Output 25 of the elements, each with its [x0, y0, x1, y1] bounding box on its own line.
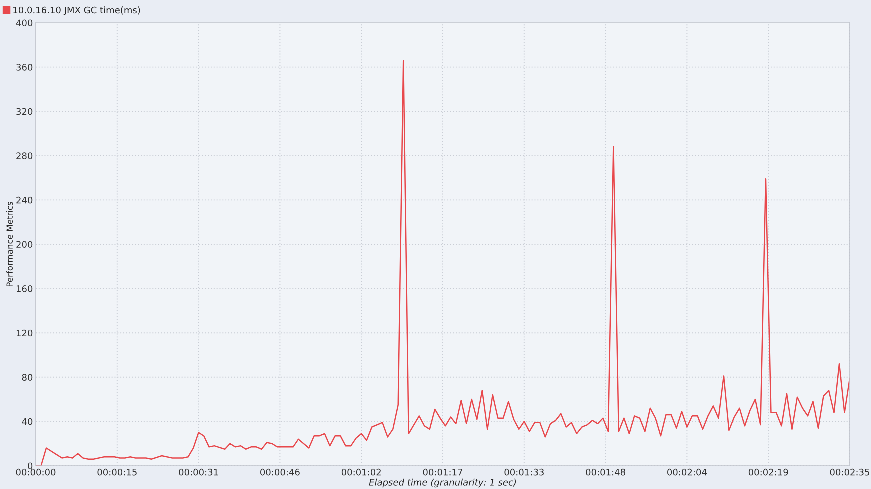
x-tick-label: 00:01:02 — [342, 468, 381, 476]
y-tick-label: 240 — [16, 196, 33, 204]
y-tick-label: 320 — [16, 108, 33, 116]
x-axis-title: Elapsed time (granularity: 1 sec) — [369, 478, 516, 488]
x-tick-label: 00:00:46 — [260, 468, 300, 476]
x-tick-label: 00:00:15 — [98, 468, 137, 476]
y-tick-label: 400 — [16, 20, 33, 27]
y-tick-label: 120 — [16, 330, 33, 337]
x-tick-label: 00:02:19 — [748, 468, 788, 476]
x-tick-label: 00:02:04 — [668, 468, 707, 476]
y-tick-label: 160 — [16, 286, 33, 292]
y-tick-label: 280 — [16, 152, 33, 160]
y-tick-label: 40 — [22, 418, 33, 426]
y-tick-label: 80 — [22, 374, 33, 381]
x-tick-label: 00:00:00 — [16, 468, 56, 476]
legend-label: 10.0.16.10 JMX GC time(ms) — [14, 6, 140, 16]
x-tick-label: 00:01:48 — [586, 468, 626, 476]
x-tick-label: 00:01:33 — [504, 468, 544, 476]
y-axis-title: Performance Metrics — [6, 202, 13, 287]
y-tick-label: 0 — [28, 462, 33, 470]
y-tick-label: 360 — [16, 64, 33, 71]
x-tick-label: 00:01:17 — [423, 468, 462, 476]
x-tick-label: 00:00:31 — [179, 468, 218, 476]
y-tick-label: 200 — [16, 241, 33, 248]
x-tick-label: 00:02:35 — [830, 468, 870, 476]
